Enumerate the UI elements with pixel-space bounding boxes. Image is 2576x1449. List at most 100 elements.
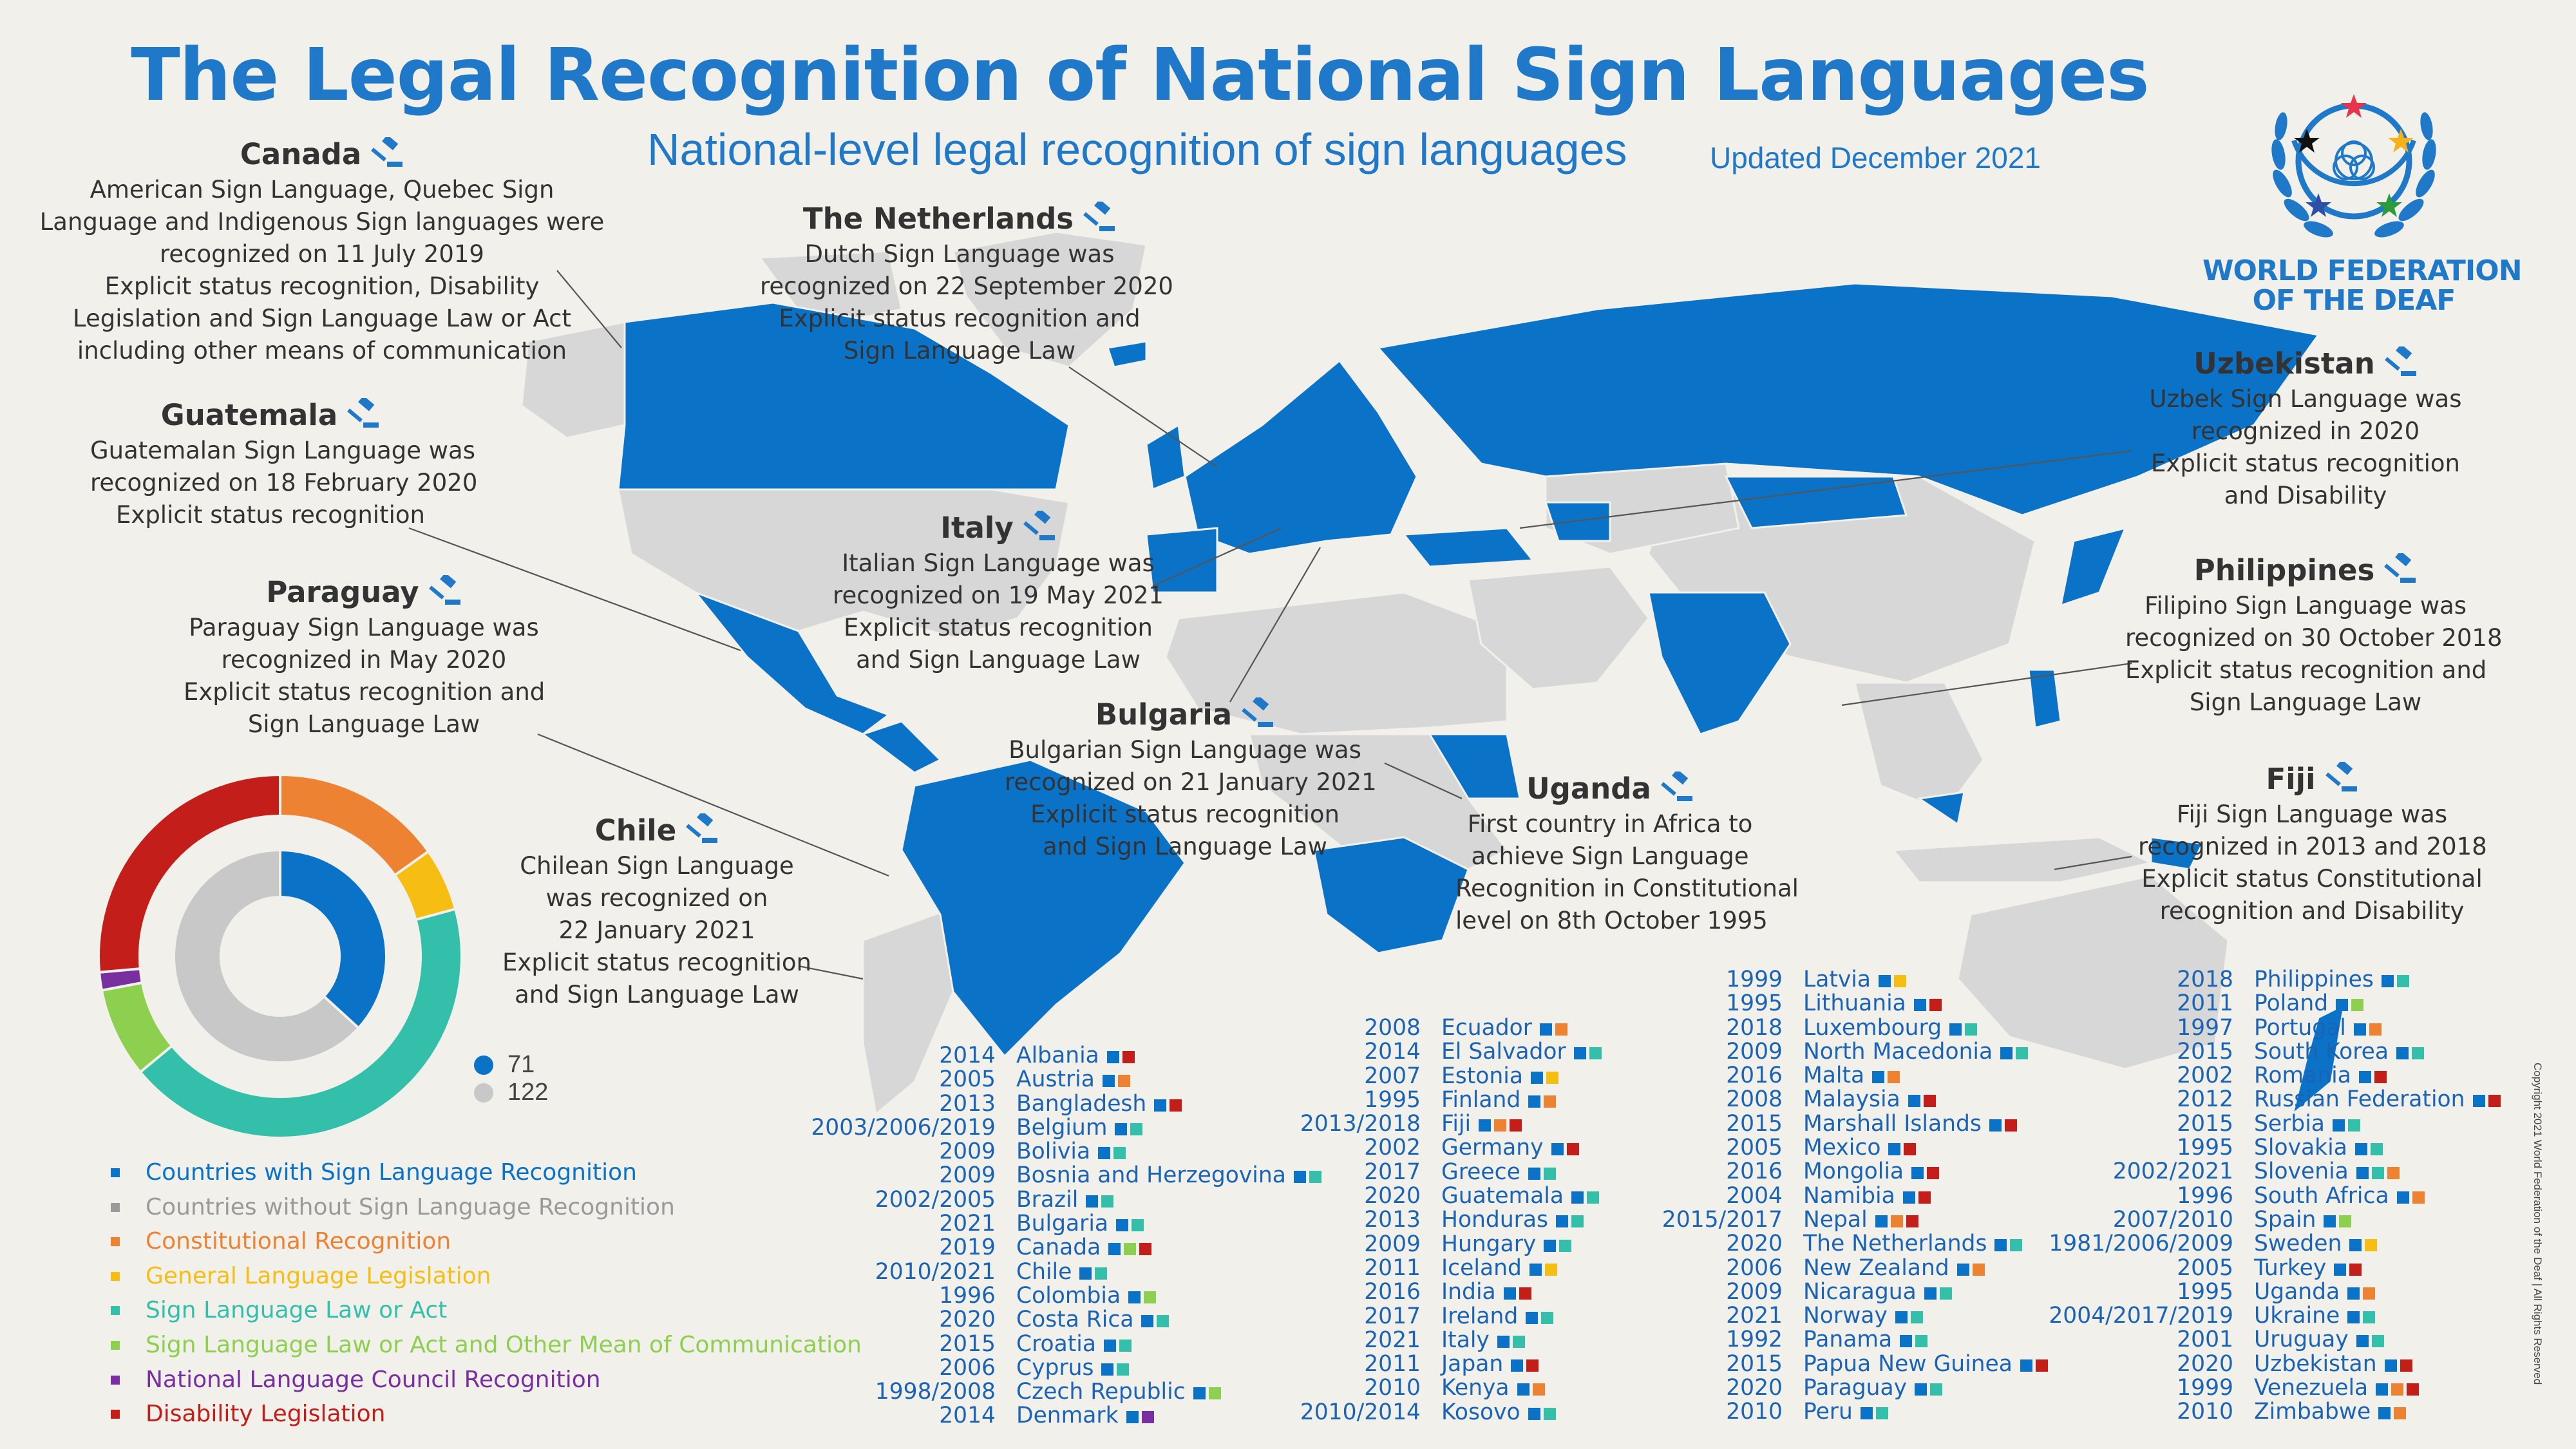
recognition-marker [1888, 1071, 1900, 1084]
recognition-marker [1573, 1047, 1586, 1060]
country-year: 2005 [939, 1066, 996, 1093]
country-year: 2016 [1364, 1279, 1421, 1305]
country-name: Malta [1803, 1063, 1865, 1089]
country-year: 2011 [2177, 990, 2233, 1017]
country-name: Latvia [1803, 967, 1871, 992]
country-name: Kenya [1441, 1375, 1510, 1401]
country-year: 2004 [1726, 1182, 1783, 1209]
callout-line: and Sign Language Law [515, 981, 799, 1009]
recognition-marker [2347, 1287, 2360, 1300]
legend-item: Countries without Sign Language Recognit… [111, 1190, 862, 1225]
country-row: 1995 Slovakia [2177, 1135, 2504, 1160]
recognition-marker [2004, 1119, 2017, 1132]
arctic-islands-shape [758, 250, 903, 330]
recognition-marker [2378, 1407, 2391, 1420]
country-year: 2019 [939, 1235, 996, 1261]
recognition-marker [1116, 1219, 1129, 1232]
recognition-markers [2334, 1256, 2365, 1280]
country-name: Denmark [1016, 1403, 1119, 1429]
count-recognized: 71 [474, 1051, 535, 1079]
recognition-marker [1101, 1363, 1114, 1376]
callout-title: The Netherlands [802, 202, 1074, 236]
country-row: 2011 Poland [2177, 991, 2504, 1016]
callout-line: Explicit status recognition [2151, 450, 2460, 477]
gavel-icon [371, 137, 403, 167]
country-name: India [1441, 1279, 1496, 1305]
callout-line: Explicit status recognition [844, 614, 1153, 641]
legend-label: National Language Council Recognition [146, 1366, 601, 1393]
country-year: 2005 [2177, 1255, 2233, 1281]
country-row: 2015 Croatia [939, 1332, 1325, 1356]
recognition-markers [1141, 1308, 1172, 1332]
country-name: Ireland [1441, 1303, 1519, 1329]
country-row: 2012 Russian Federation [2177, 1088, 2504, 1112]
country-year: 2001 [2177, 1327, 2233, 1353]
recognition-marker [1910, 1311, 1923, 1324]
recognition-marker [2353, 1023, 2366, 1036]
callout-line: American Sign Language, Quebec Sign [90, 176, 554, 204]
country-row: 2020 Paraguay [1726, 1376, 2051, 1400]
country-year: 2002 [1364, 1135, 1421, 1161]
callout-line: level on 8th October 1995 [1455, 907, 1768, 934]
callout-line: recognized on 18 February 2020 [90, 469, 478, 497]
recognition-marker [1526, 1359, 1539, 1372]
country-name: Finland [1441, 1086, 1521, 1113]
callout-italy: Italy Italian Sign Language was recogniz… [831, 509, 1166, 676]
legend-swatch [111, 1271, 120, 1281]
country-row: 2009 Bolivia [939, 1139, 1325, 1164]
callout-line: and Disability [2224, 482, 2387, 509]
callout-title: Bulgaria [1095, 697, 1233, 732]
gavel-icon [2384, 346, 2416, 376]
australia-shape [1956, 875, 2230, 1070]
callout-line: Legislation and Sign Language Law or Act [73, 305, 571, 332]
legend-swatch [111, 1168, 120, 1177]
recognition-markers [2358, 1064, 2390, 1088]
country-year: 2014 [1364, 1039, 1421, 1065]
country-row: 2015 Marshall Islands [1726, 1112, 2051, 1136]
country-row: 2016 India [1364, 1279, 1605, 1305]
country-name: South Korea [2254, 1038, 2389, 1065]
country-year: 2007 [1364, 1063, 1421, 1089]
inner-ring [173, 848, 388, 1064]
legend-label: Disability Legislation [146, 1401, 386, 1428]
recognition-marker [1141, 1411, 1154, 1424]
country-row: 2018 Philippines [2177, 967, 2504, 992]
recognition-marker [1108, 1243, 1121, 1256]
logo-stars [2294, 94, 2414, 217]
country-name: Czech Republic [1016, 1379, 1186, 1405]
country-row: 1998/2008 Czech Republic [875, 1379, 1325, 1405]
recognition-marker [2332, 1119, 2345, 1132]
country-year: 2021 [1364, 1327, 1421, 1353]
recognition-marker [1902, 1191, 1915, 1204]
recognition-marker [2365, 1239, 2378, 1252]
country-name: Italy [1441, 1327, 1490, 1353]
callout-bulgaria: Bulgaria Bulgarian Sign Language was rec… [1005, 696, 1377, 863]
country-name: Uruguay [2254, 1327, 2349, 1353]
recognition-marker [1989, 1119, 2002, 1132]
recognition-markers [1293, 1164, 1325, 1188]
legend-label: Countries with Sign Language Recognition [146, 1159, 637, 1186]
recognition-markers [2396, 1184, 2428, 1208]
gavel-icon [347, 398, 379, 428]
recognition-marker [2369, 1023, 2382, 1036]
recognition-marker [1095, 1267, 1108, 1280]
country-row: 2002 Germany [1364, 1136, 1605, 1160]
recognition-markers [2336, 992, 2367, 1016]
country-row: 2017 Greece [1364, 1159, 1605, 1185]
middle-east-shape [1467, 565, 1650, 690]
callout-line: Explicit status recognition and [779, 305, 1141, 332]
country-year: 2008 [1364, 1015, 1421, 1041]
recognition-marker [1923, 1095, 1936, 1108]
recognition-marker [1117, 1363, 1130, 1376]
legend-swatch [111, 1410, 120, 1419]
callout-netherlands: The Netherlands Dutch Sign Language was … [760, 200, 1173, 367]
callout-line: Paraguay Sign Language was [189, 614, 539, 641]
recognition-marker [2407, 1383, 2420, 1396]
callout-line: including other means of communication [77, 337, 567, 365]
country-name: Greece [1441, 1159, 1520, 1185]
legend-label: Countries without Sign Language Recognit… [146, 1193, 675, 1220]
country-year: 2009 [1726, 1278, 1783, 1305]
recognition-marker [1929, 999, 1942, 1012]
callout-title: Uzbekistan [2193, 346, 2375, 381]
recognition-markers [2347, 1304, 2378, 1328]
